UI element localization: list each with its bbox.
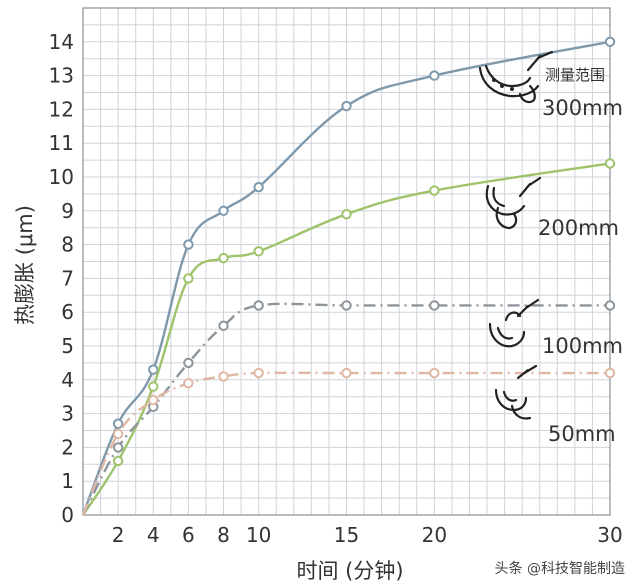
y-tick-label: 3 [61,402,74,426]
y-tick-label: 8 [61,233,74,257]
series-point-200mm [218,252,229,264]
y-tick-label: 1 [61,469,74,493]
y-tick-label: 12 [49,97,74,121]
y-axis-label: 热膨胀 (μm) [13,205,37,325]
series-point-200mm [429,185,440,196]
series-point-200mm [148,381,159,392]
series-point-200mm [253,246,264,257]
series-point-300mm [429,70,440,81]
series-point-50mm [604,367,616,379]
series-point-300mm [341,100,352,112]
series-point-300mm [218,205,229,217]
x-tick-label: 10 [246,523,271,547]
series-point-300mm [604,36,616,47]
series-label-100mm: 100mm [542,334,623,358]
x-tick-label: 8 [217,523,230,547]
series-point-100mm [253,300,264,311]
series-label-200mm: 200mm [538,216,619,240]
y-tick-label: 10 [49,165,74,189]
y-tick-label: 0 [61,503,74,527]
x-tick-label: 6 [182,523,195,547]
micrometer-icon-200 [485,176,542,230]
series-point-200mm [604,158,616,169]
series-point-100mm [341,300,352,311]
series-point-100mm [183,357,194,369]
x-tick-labels: 2 4 6 8 10 15 20 30 [112,523,623,547]
series-point-300mm [183,239,194,250]
y-tick-label: 2 [61,435,74,459]
series-point-50mm [183,377,194,389]
y-tick-label: 7 [61,266,74,290]
x-tick-label: 2 [112,523,125,547]
series-point-50mm [218,371,229,382]
y-tick-label: 5 [61,334,74,358]
micrometer-icon-300 [478,50,554,104]
plot-frame [82,7,611,516]
series-point-300mm [112,418,124,429]
series-labels: 300mm 200mm 100mm 50mm [538,96,623,446]
x-tick-label: 4 [147,523,160,547]
series-point-50mm [253,367,264,379]
series-point-100mm [604,300,616,311]
x-tick-label: 15 [334,523,359,547]
series-line-100mm [81,302,610,516]
x-axis-label: 时间 (分钟) [296,559,403,583]
series-point-300mm [253,181,264,193]
micrometer-icon-50 [494,364,538,420]
series-point-50mm [112,428,124,440]
series-point-50mm [148,394,159,406]
grid-lines [83,8,610,515]
series-point-100mm [429,300,440,311]
series-point-50mm [429,367,440,379]
legend-title: 测量范围 [545,66,605,84]
y-tick-label: 13 [49,64,74,88]
x-tick-label: 20 [422,523,447,547]
series-point-100mm [112,442,124,453]
micrometer-icon-100 [488,298,540,348]
series-point-200mm [341,208,352,220]
series-point-200mm [112,455,124,467]
series-label-300mm: 300mm [542,96,623,120]
series-line-50mm [81,371,610,516]
series-label-50mm: 50mm [548,422,616,446]
y-tick-label: 6 [61,300,74,324]
series-point-100mm [218,320,229,331]
series-point-200mm [183,273,194,284]
y-tick-label: 14 [49,30,74,54]
y-tick-label: 4 [61,368,74,392]
x-tick-label: 30 [597,523,622,547]
series-group [81,36,616,516]
watermark-text: 头条 @科技智能制造 [495,560,625,577]
series-point-300mm [148,364,159,375]
y-tick-label: 9 [61,199,74,223]
series-point-50mm [341,367,352,379]
y-tick-label: 11 [49,131,74,155]
